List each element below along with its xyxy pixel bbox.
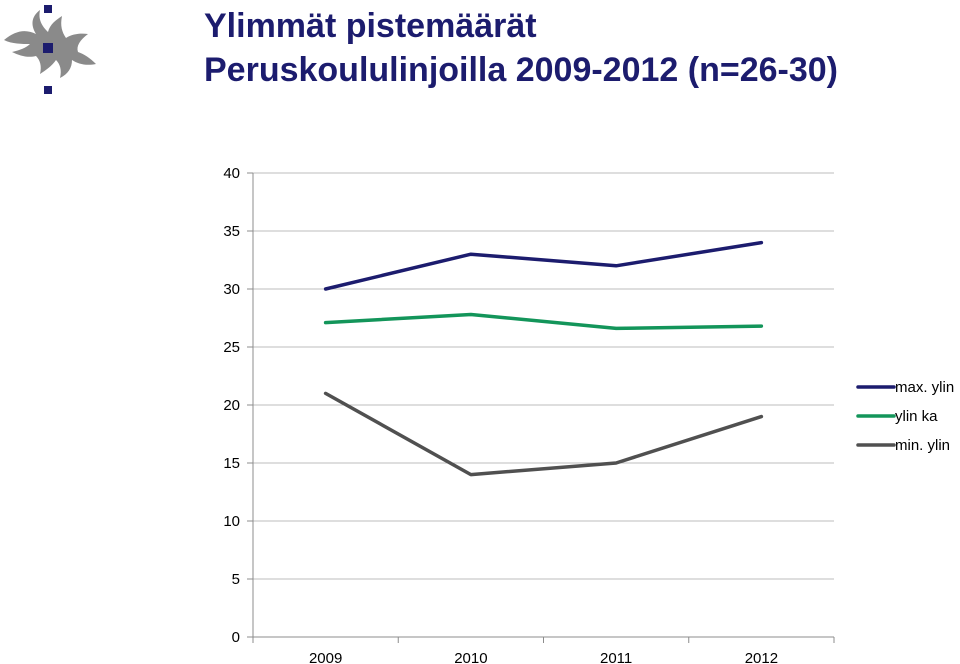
title-line-1: Ylimmät pistemäärät [204, 7, 537, 45]
axes: 0 5 10 15 20 25 30 35 40 2009 2010 2011 2012 [223, 165, 835, 664]
series-line-1 [323, 312, 764, 331]
gridlines [253, 172, 834, 580]
y-tick-label: 15 [223, 455, 240, 472]
x-tick-label: 2010 [454, 650, 487, 664]
series-line-2 [323, 391, 764, 477]
y-tick-label: 5 [232, 571, 240, 588]
x-tick-label: 2011 [600, 650, 632, 664]
legend-label: ylin ka [895, 408, 938, 425]
y-tick-label: 25 [223, 339, 240, 356]
legend-label: min. ylin [895, 437, 950, 454]
legend-label: max. ylin [895, 379, 954, 396]
y-tick-label: 30 [223, 281, 240, 298]
y-tick-label: 40 [223, 165, 240, 182]
title-line-2: Peruskoululinjoilla 2009-2012 (n=26-30) [204, 51, 838, 89]
series-line-0 [323, 240, 764, 291]
y-tick-label: 0 [232, 629, 240, 646]
legend: max. ylin ylin ka min. ylin [856, 379, 954, 454]
university-flame-logo-icon [4, 5, 96, 94]
page-title: Ylimmät pistemäärät Peruskoululinjoilla … [204, 4, 838, 92]
x-tick-label: 2012 [745, 650, 778, 664]
y-tick-label: 10 [223, 513, 240, 530]
x-tick-label: 2009 [309, 650, 342, 664]
y-tick-label: 35 [223, 223, 240, 240]
series-lines [323, 240, 764, 477]
y-tick-label: 20 [223, 397, 240, 414]
